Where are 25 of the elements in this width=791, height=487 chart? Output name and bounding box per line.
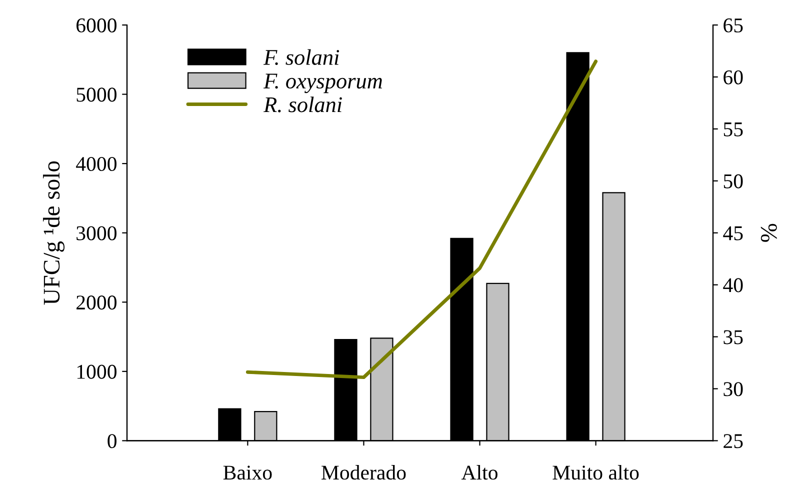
y2-tick-label: 60 xyxy=(724,70,743,84)
y-tick-label: 6000 xyxy=(76,18,116,32)
x-tick-label: Moderado xyxy=(322,465,406,480)
y-tick-label: 5000 xyxy=(76,88,116,102)
x-tick-label: Baixo xyxy=(223,466,272,480)
y-tick-label: 2000 xyxy=(76,296,116,310)
y2-tick-label: 45 xyxy=(723,226,743,240)
y2-tick-label: 55 xyxy=(724,122,743,136)
y2-tick-label: 50 xyxy=(724,174,743,188)
y2-tick-label: 35 xyxy=(724,330,743,344)
legend-label: F. oxysporum xyxy=(263,74,382,94)
y-axis-title: UFC/g ¹de solo xyxy=(43,161,64,305)
y-tick-label: 0 xyxy=(108,434,116,448)
x-tick-label: Muito alto xyxy=(552,465,639,480)
y2-tick-label: 30 xyxy=(724,382,743,396)
legend-label: F. solani xyxy=(263,49,340,66)
y-tick-label: 4000 xyxy=(76,156,116,171)
y2-tick-label: 65 xyxy=(724,18,743,32)
legend-label: R. solani xyxy=(263,96,342,112)
x-tick-label: Alto xyxy=(461,465,498,480)
y2-tick-label: 25 xyxy=(724,434,743,448)
y-tick-label: 3000 xyxy=(76,226,116,240)
y2-axis-title: % xyxy=(760,224,777,242)
y-tick-label: 1000 xyxy=(77,364,116,379)
y2-tick-label: 40 xyxy=(723,278,743,292)
